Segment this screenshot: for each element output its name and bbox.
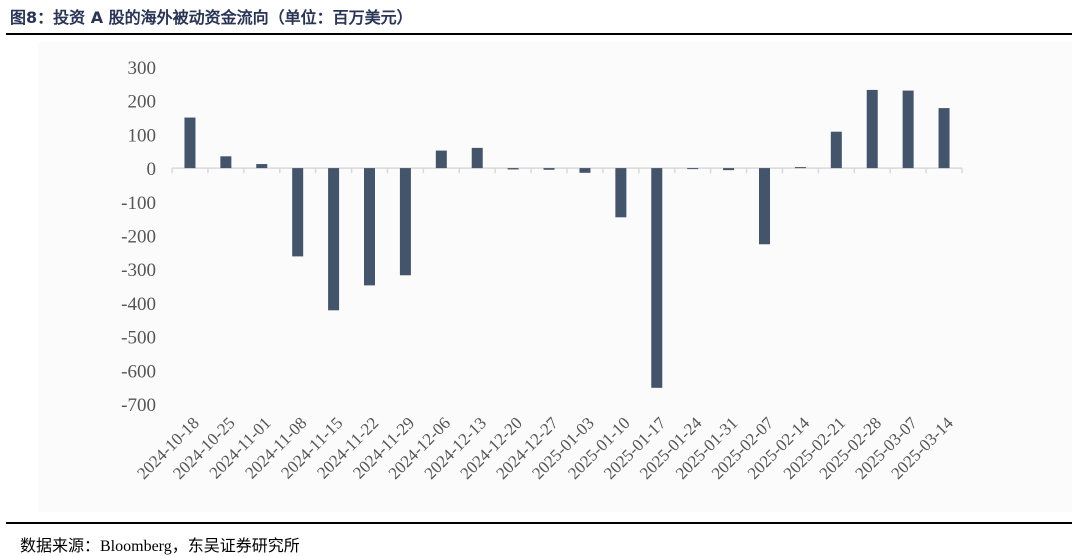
bar — [866, 89, 878, 169]
bar — [651, 168, 663, 388]
bar — [938, 108, 950, 169]
bar — [830, 131, 842, 169]
source-note: 数据来源：Bloomberg，东吴证券研究所 — [20, 538, 300, 555]
y-tick-label: 200 — [128, 92, 157, 113]
bar — [184, 117, 196, 169]
y-tick-label: -200 — [121, 227, 156, 248]
chart-title: 图8：投资 A 股的海外被动资金流向（单位：百万美元） — [10, 8, 413, 27]
bar — [579, 168, 591, 173]
bar — [399, 168, 411, 276]
bar — [759, 168, 770, 245]
plot-background — [38, 42, 1072, 512]
bar — [471, 147, 483, 169]
y-tick-label: -600 — [121, 361, 156, 382]
bar — [615, 168, 627, 218]
top-divider — [6, 33, 1072, 35]
bar-series — [184, 89, 950, 388]
y-tick-label: -100 — [121, 193, 156, 214]
bar — [292, 168, 304, 257]
bar — [902, 90, 914, 169]
bar — [543, 168, 555, 170]
x-axis: 2024-10-182024-10-252024-11-012024-11-08… — [133, 167, 963, 483]
bar — [507, 168, 519, 170]
y-tick-label: -500 — [121, 328, 156, 349]
bar — [723, 168, 735, 171]
y-axis: 300 200 100 0 -100 -200 -300 -400 -500 -600 -700 — [121, 58, 156, 416]
bar — [794, 167, 806, 169]
y-tick-label: 0 — [147, 159, 157, 180]
bar — [328, 168, 340, 311]
bar — [256, 164, 268, 169]
y-tick-label: -300 — [121, 260, 156, 281]
y-tick-label: 300 — [128, 58, 157, 79]
y-tick-label: -400 — [121, 294, 156, 315]
bar — [435, 150, 447, 169]
bottom-divider — [6, 522, 1072, 524]
bar — [364, 168, 375, 286]
bar — [220, 156, 232, 169]
y-tick-label: -700 — [121, 395, 156, 416]
bar — [687, 168, 699, 170]
y-tick-label: 100 — [128, 125, 157, 146]
